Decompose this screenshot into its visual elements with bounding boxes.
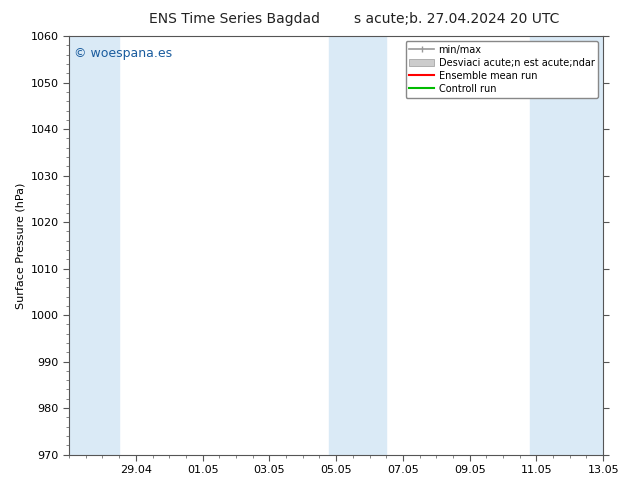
Bar [69, 36, 119, 455]
Text: ENS Time Series Bagdad: ENS Time Series Bagdad [149, 12, 320, 26]
Text: © woespana.es: © woespana.es [74, 47, 172, 60]
Y-axis label: Surface Pressure (hPa): Surface Pressure (hPa) [15, 182, 25, 309]
Legend: min/max, Desviaci acute;n est acute;ndar, Ensemble mean run, Controll run: min/max, Desviaci acute;n est acute;ndar… [406, 41, 598, 98]
Bar [530, 36, 603, 455]
Bar [330, 36, 386, 455]
Text: s acute;b. 27.04.2024 20 UTC: s acute;b. 27.04.2024 20 UTC [354, 12, 559, 26]
